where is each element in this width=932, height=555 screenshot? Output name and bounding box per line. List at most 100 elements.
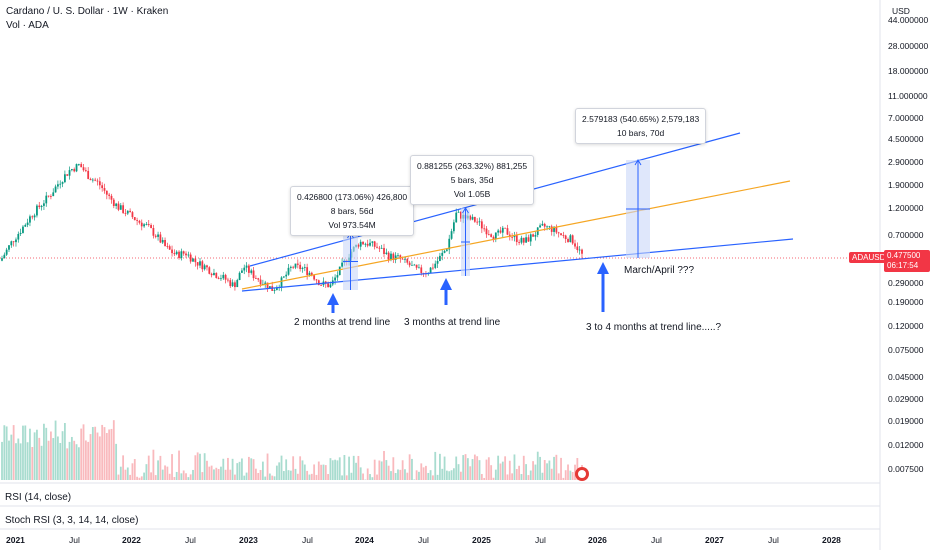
candle-body [118,204,120,210]
volume-bar [38,438,40,480]
candle-body [511,237,513,238]
candle-body [201,261,203,269]
volume-bar [339,457,341,480]
candle-body [90,179,92,180]
candle-body [418,267,420,268]
candle-body [458,212,460,213]
volume-bar [469,466,471,480]
candle-body [10,241,12,245]
candle-body [316,279,318,280]
candle-body [283,276,285,277]
volume-bar [437,475,439,480]
measure-box-2[interactable]: 0.881255 (263.32%) 881,255 5 bars, 35d V… [410,155,534,205]
candle-body [150,225,152,228]
candle-body [402,259,404,260]
candle-body [274,290,276,291]
measure-2-change: 0.881255 (263.32%) 881,255 [417,159,527,173]
volume-bar [418,472,420,480]
candle-body [176,252,178,254]
candle-body [420,267,422,273]
candle-body [341,263,343,267]
candle-body [173,253,175,254]
candle-body [85,170,87,171]
annotation-three-months: 3 months at trend line [404,317,500,328]
candle-body [381,248,383,249]
time-tick-label: 2026 [588,535,607,545]
candle-body [385,253,387,254]
volume-bar [565,470,567,480]
volume-bar [173,477,175,480]
candle-body [507,228,509,234]
volume-bar [374,460,376,480]
volume-bar [355,463,357,480]
volume-bar [59,443,61,480]
candle-body [558,232,560,233]
candle-body [241,270,243,272]
volume-bar [229,470,231,480]
volume-bar [129,475,131,480]
volume-bar [441,469,443,480]
stoch-rsi-label[interactable]: Stoch RSI (3, 3, 14, 14, close) [5,515,138,526]
candle-body [211,274,213,275]
volume-bar [348,457,350,480]
candle-body [546,226,548,227]
candle-body [122,205,124,213]
volume-bar [500,464,502,480]
volume-bar [250,458,252,480]
volume-bar [106,433,108,480]
volume-bar [211,466,213,480]
price-tick-label: 0.012000 [888,440,923,450]
rsi-label[interactable]: RSI (14, close) [5,492,71,503]
candle-body [504,228,506,229]
candle-body [337,275,339,277]
candle-body [120,205,122,209]
volume-bar [502,462,504,480]
measure-box-1[interactable]: 0.426800 (173.06%) 426,800 8 bars, 56d V… [290,186,414,236]
volume-bar [69,442,71,480]
candle-body [48,196,50,197]
volume-bar [264,477,266,480]
price-tick-label: 2.900000 [888,157,923,167]
volume-bar [64,423,66,480]
volume-bar [320,465,322,480]
candle-body [17,234,19,240]
volume-bar [446,471,448,480]
candle-body [8,245,10,249]
volume-bar [472,459,474,480]
candle-body [288,268,290,275]
volume-bar [399,470,401,480]
candle-body [15,240,17,243]
measure-box-3[interactable]: 2.579183 (540.65%) 2,579,183 10 bars, 70… [575,108,706,144]
volume-bar [460,472,462,480]
volume-bar [17,439,19,480]
volume-bar [430,470,432,480]
volume-bar [153,450,155,480]
volume-bar [201,472,203,480]
volume-bar [546,463,548,480]
volume-bar [218,469,220,480]
volume-bar [360,467,362,480]
volume-bar [486,460,488,480]
event-marker-icon-inner [578,470,586,478]
price-tick-label: 11.000000 [888,91,928,101]
candle-body [576,246,578,250]
volume-bar [215,468,217,480]
candle-body [320,285,322,286]
volume-bar [115,444,117,480]
time-tick-label: Jul [185,535,196,545]
candle-body [69,170,71,176]
candle-body [297,264,299,265]
volume-bar [385,460,387,480]
candle-body [50,196,52,197]
volume-bar [455,457,457,480]
volume-bar [148,456,150,480]
volume-bar [458,464,460,480]
volume-bar [276,466,278,480]
candle-body [99,181,101,185]
candle-body [369,243,371,246]
volume-bar [99,436,101,480]
measure-1-change: 0.426800 (173.06%) 426,800 [297,190,407,204]
candle-body [397,255,399,256]
